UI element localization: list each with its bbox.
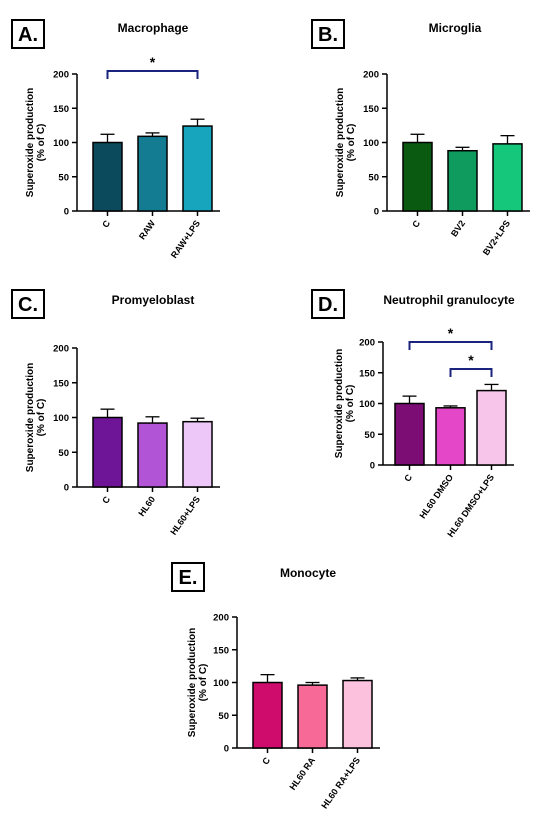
bar-c <box>402 141 433 212</box>
y-tick-label: 150 <box>213 645 229 656</box>
y-tick-label: 0 <box>64 483 69 494</box>
bar-hl60-dmso-lps <box>476 389 507 466</box>
bar-c <box>92 141 123 212</box>
panel-2: B. Microglia Superoxide production (% of C)… <box>311 19 530 257</box>
significance-marker: * <box>468 352 474 368</box>
significance-marker: * <box>448 325 454 341</box>
bar-c <box>252 681 283 749</box>
y-tick-label: 50 <box>368 172 379 183</box>
y-tick-label: 50 <box>58 448 69 459</box>
panel-3: C. Promyeloblast Superoxide production (% o… <box>11 289 220 537</box>
y-tick-label: 200 <box>363 70 379 81</box>
y-tick-label: 100 <box>53 138 69 149</box>
panel-letter-box <box>11 19 45 49</box>
y-tick-label: 0 <box>64 207 69 218</box>
y-axis-label: (% of C) <box>198 664 209 702</box>
x-tick-label: RAW <box>137 218 158 241</box>
panel-letter: B. <box>318 24 338 46</box>
panel-1: A. Macrophage Superoxide production (% of C… <box>11 19 220 260</box>
bar-hl60 <box>137 422 168 488</box>
y-axis-label: Superoxide production <box>335 88 346 197</box>
chart-title: Promyeloblast <box>112 293 195 307</box>
x-tick-label: BV2+LPS <box>481 218 512 257</box>
y-tick-label: 50 <box>58 172 69 183</box>
panel-5: E. Monocyte Superoxide production (% of C) 0… <box>171 562 380 811</box>
chart-title: Monocyte <box>280 566 336 580</box>
y-axis-label: Superoxide production <box>334 349 345 458</box>
y-tick-label: 100 <box>53 413 69 424</box>
bar-hl60-lps <box>182 420 213 488</box>
y-axis-label: (% of C) <box>36 399 47 437</box>
y-tick-label: 200 <box>213 613 229 624</box>
y-tick-label: 200 <box>53 344 69 355</box>
y-axis-label: (% of C) <box>36 124 47 162</box>
x-tick-label: HL60+LPS <box>168 494 202 536</box>
panel-letter-box <box>11 289 45 319</box>
significance-bracket <box>408 341 493 350</box>
panel-letter: D. <box>318 294 338 316</box>
y-axis-label: (% of C) <box>346 124 357 162</box>
bar-hl60-ra-lps <box>342 679 373 749</box>
panel-letter: A. <box>18 24 38 46</box>
x-tick-label: BV2 <box>449 218 467 238</box>
y-tick-label: 150 <box>359 368 375 379</box>
chart-title: Macrophage <box>118 21 189 35</box>
x-tick-label: RAW+LPS <box>169 218 202 260</box>
x-tick-label: HL60 RA+LPS <box>319 755 362 810</box>
bar-hl60-ra <box>297 684 328 749</box>
panel-letter-box <box>311 19 345 49</box>
y-tick-label: 150 <box>53 104 69 115</box>
y-axis-label: Superoxide production <box>25 88 36 197</box>
chart-title: Microglia <box>429 21 482 35</box>
y-axis-label: (% of C) <box>345 385 356 423</box>
significance-bracket <box>106 70 199 79</box>
y-axis-label: Superoxide production <box>25 363 36 472</box>
y-tick-label: 150 <box>363 104 379 115</box>
bar-c <box>394 402 425 466</box>
x-tick-label: HL60 <box>136 494 157 518</box>
y-tick-label: 50 <box>218 711 229 722</box>
x-tick-label: HL60 RA <box>287 755 317 792</box>
y-tick-label: 200 <box>53 70 69 81</box>
chart-title: Neutrophil granulocyte <box>383 293 515 307</box>
panel-letter-box <box>311 289 345 319</box>
y-tick-label: 0 <box>374 207 379 218</box>
bar-raw-lps <box>182 125 213 212</box>
y-tick-label: 100 <box>213 678 229 689</box>
panel-4: D. Neutrophil granulocyte Superoxide produ… <box>311 289 515 539</box>
significance-bracket <box>449 368 493 377</box>
bar-bv2-lps <box>492 143 523 212</box>
x-tick-label: C <box>100 218 112 229</box>
bar-raw <box>137 135 168 212</box>
significance-marker: * <box>150 54 156 70</box>
x-tick-label: C <box>402 472 414 483</box>
bar-bv2 <box>447 149 478 212</box>
y-tick-label: 100 <box>363 138 379 149</box>
y-tick-label: 50 <box>364 430 375 441</box>
bar-c <box>92 416 123 488</box>
y-axis-label: Superoxide production <box>187 628 198 737</box>
y-tick-label: 0 <box>224 744 229 755</box>
y-tick-label: 150 <box>53 378 69 389</box>
y-tick-label: 0 <box>370 461 375 472</box>
x-tick-label: C <box>100 494 112 505</box>
y-tick-label: 200 <box>359 338 375 349</box>
panel-letter: E. <box>179 567 198 589</box>
x-tick-label: HL60 DMSO <box>417 472 455 520</box>
x-tick-label: C <box>260 755 272 766</box>
y-tick-label: 100 <box>359 399 375 410</box>
x-tick-label: HL60 DMSO+LPS <box>445 472 496 539</box>
x-tick-label: C <box>410 218 422 229</box>
panel-letter: C. <box>18 294 38 316</box>
bar-hl60-dmso <box>435 407 466 466</box>
panel-letter-box <box>171 562 205 592</box>
